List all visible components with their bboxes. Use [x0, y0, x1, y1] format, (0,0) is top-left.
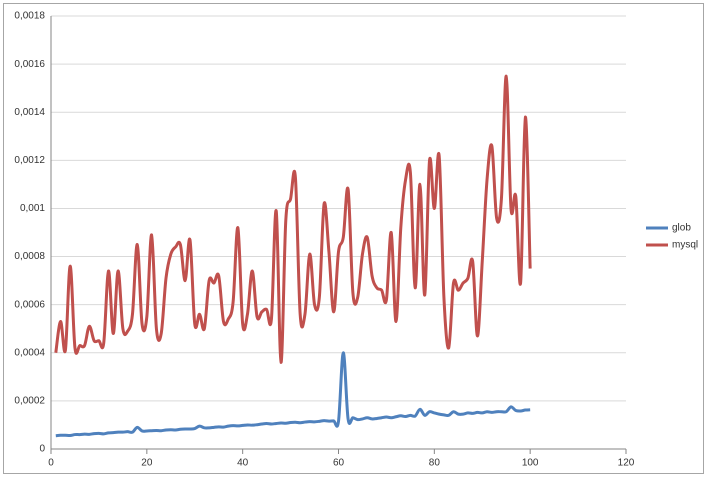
x-tick-label: 40	[237, 458, 249, 469]
chart-frame	[3, 3, 704, 474]
y-tick-label: 0,0016	[14, 59, 45, 70]
series-line	[54, 74, 532, 364]
y-tick-label: 0,0006	[14, 299, 45, 310]
x-tick-label: 0	[48, 458, 54, 469]
series-line	[55, 351, 531, 438]
y-tick-label: 0,0018	[14, 11, 45, 22]
y-tick-label: 0,0014	[14, 107, 45, 118]
x-tick-label: 100	[522, 458, 539, 469]
y-tick-label: 0,0012	[14, 155, 45, 166]
y-tick-label: 0,0004	[14, 347, 45, 358]
x-tick-label: 60	[333, 458, 345, 469]
legend-label: mysql	[672, 240, 698, 251]
y-tick-label: 0,0002	[14, 396, 45, 407]
x-tick-label: 80	[429, 458, 441, 469]
y-tick-label: 0	[39, 444, 45, 455]
x-tick-label: 120	[618, 458, 635, 469]
y-tick-label: 0,0008	[14, 251, 45, 262]
x-tick-label: 20	[141, 458, 153, 469]
legend-label: glob	[672, 223, 691, 234]
y-tick-label: 0,001	[20, 203, 45, 214]
